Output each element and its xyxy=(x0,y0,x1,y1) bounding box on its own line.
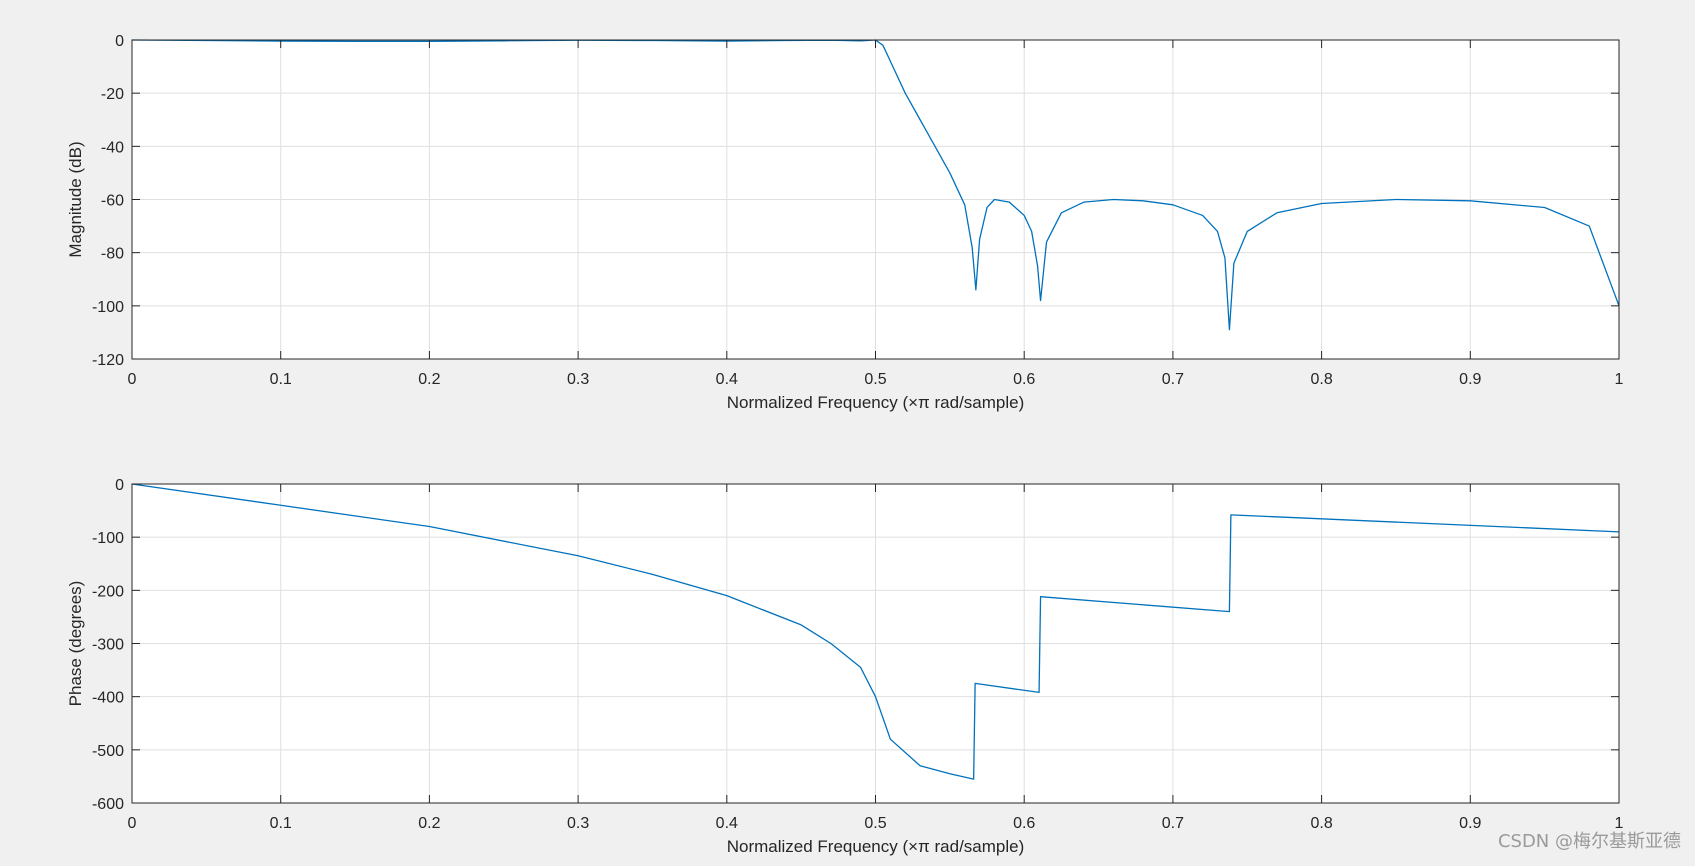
y-axis-label: Phase (degrees) xyxy=(66,581,85,707)
y-tick-label: -200 xyxy=(92,583,124,600)
x-tick-label: 0.6 xyxy=(1013,815,1035,832)
y-tick-label: -40 xyxy=(101,139,124,156)
x-tick-label: 0.5 xyxy=(864,815,886,832)
y-tick-label: 0 xyxy=(115,33,124,50)
x-axis-label: Normalized Frequency (×π rad/sample) xyxy=(727,393,1025,412)
x-axis-label: Normalized Frequency (×π rad/sample) xyxy=(727,837,1025,856)
watermark: CSDN @梅尔基斯亚德 xyxy=(1497,831,1681,852)
y-tick-label: -300 xyxy=(92,637,124,654)
y-tick-label: -400 xyxy=(92,690,124,707)
x-tick-label: 0.1 xyxy=(270,815,292,832)
x-tick-label: 0.7 xyxy=(1162,371,1184,388)
x-tick-label: 0.3 xyxy=(567,371,589,388)
x-tick-label: 0.9 xyxy=(1459,371,1481,388)
x-tick-label: 0.6 xyxy=(1013,371,1035,388)
x-tick-label: 0.2 xyxy=(418,371,440,388)
y-tick-label: -20 xyxy=(101,86,124,103)
y-tick-label: -600 xyxy=(92,796,124,813)
chart-panel-1: 0 0.1 0.2 0.3 0.4 0.5 0.6 0.7 0.8 0.9 1 -120 -100 -80… xyxy=(66,33,1624,412)
y-tick-label: -500 xyxy=(92,743,124,760)
x-tick-label: 0 xyxy=(128,815,137,832)
x-tick-label: 1 xyxy=(1615,371,1624,388)
y-tick-label: -120 xyxy=(92,352,124,369)
x-tick-label: 1 xyxy=(1615,815,1624,832)
x-tick-label: 0.7 xyxy=(1162,815,1184,832)
x-tick-label: 0.5 xyxy=(864,371,886,388)
y-tick-label: -100 xyxy=(92,299,124,316)
y-axis-label: Magnitude (dB) xyxy=(66,141,85,257)
x-tick-label: 0.2 xyxy=(418,815,440,832)
x-tick-label: 0.4 xyxy=(716,371,738,388)
y-tick-label: 0 xyxy=(115,477,124,494)
x-tick-label: 0.4 xyxy=(716,815,738,832)
x-tick-label: 0.9 xyxy=(1459,815,1481,832)
series-line-1 xyxy=(131,483,1620,780)
x-tick-label: 0 xyxy=(128,371,137,388)
chart-panel-2: 0 0.1 0.2 0.3 0.4 0.5 0.6 0.7 0.8 0.9 1 -600 -500 -40… xyxy=(66,477,1624,856)
x-tick-label: 0.8 xyxy=(1310,815,1332,832)
y-tick-label: -80 xyxy=(101,246,124,263)
x-tick-label: 0.3 xyxy=(567,815,589,832)
y-tick-label: -60 xyxy=(101,193,124,210)
x-tick-label: 0.8 xyxy=(1310,371,1332,388)
x-tick-label: 0.1 xyxy=(270,371,292,388)
y-tick-label: -100 xyxy=(92,530,124,547)
